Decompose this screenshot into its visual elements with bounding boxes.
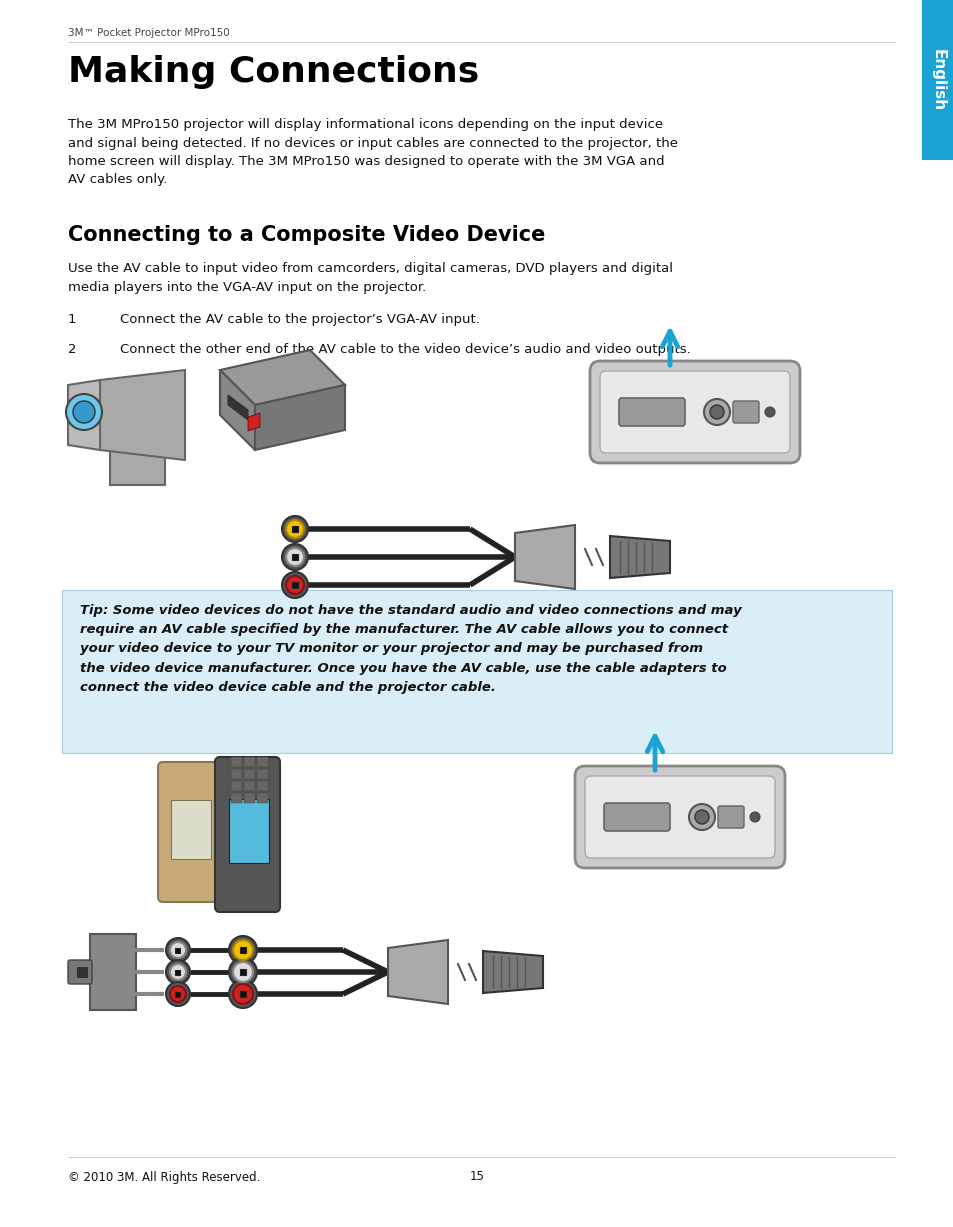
FancyBboxPatch shape xyxy=(62,590,891,753)
FancyBboxPatch shape xyxy=(256,757,268,767)
FancyBboxPatch shape xyxy=(589,361,800,463)
Text: The 3M MPro150 projector will display informational icons depending on the input: The 3M MPro150 projector will display in… xyxy=(68,118,678,187)
Circle shape xyxy=(170,942,186,958)
Polygon shape xyxy=(68,380,100,450)
FancyBboxPatch shape xyxy=(214,757,280,912)
Circle shape xyxy=(282,544,308,571)
FancyBboxPatch shape xyxy=(90,934,136,1010)
Circle shape xyxy=(286,575,304,594)
Circle shape xyxy=(170,964,186,980)
Circle shape xyxy=(688,804,714,829)
Circle shape xyxy=(170,987,186,1002)
Circle shape xyxy=(286,548,304,566)
Bar xyxy=(240,991,246,998)
Bar xyxy=(240,969,246,975)
Circle shape xyxy=(166,960,190,984)
Circle shape xyxy=(749,812,760,822)
Bar xyxy=(175,947,180,952)
Bar xyxy=(175,969,180,974)
FancyBboxPatch shape xyxy=(584,775,774,858)
Polygon shape xyxy=(220,371,254,450)
FancyBboxPatch shape xyxy=(244,782,254,791)
Polygon shape xyxy=(110,448,165,485)
Polygon shape xyxy=(228,395,248,420)
Polygon shape xyxy=(248,413,260,431)
Text: 2: 2 xyxy=(68,344,76,356)
FancyBboxPatch shape xyxy=(256,782,268,791)
Circle shape xyxy=(166,982,190,1006)
Bar xyxy=(292,526,297,533)
Polygon shape xyxy=(609,536,669,578)
FancyBboxPatch shape xyxy=(244,793,254,802)
Polygon shape xyxy=(254,385,345,450)
FancyBboxPatch shape xyxy=(256,769,268,779)
Text: Connect the other end of the AV cable to the video device’s audio and video outp: Connect the other end of the AV cable to… xyxy=(120,344,690,356)
Polygon shape xyxy=(388,940,448,1004)
Circle shape xyxy=(282,572,308,598)
Text: 1: 1 xyxy=(68,313,76,326)
FancyBboxPatch shape xyxy=(68,960,91,984)
FancyBboxPatch shape xyxy=(256,793,268,802)
Bar xyxy=(175,991,180,996)
Text: Connecting to a Composite Video Device: Connecting to a Composite Video Device xyxy=(68,225,545,245)
Circle shape xyxy=(66,394,102,429)
Bar xyxy=(292,582,297,588)
Text: English: English xyxy=(929,49,944,112)
FancyBboxPatch shape xyxy=(231,757,242,767)
Text: Connect the AV cable to the projector’s VGA-AV input.: Connect the AV cable to the projector’s … xyxy=(120,313,479,326)
Polygon shape xyxy=(220,350,345,405)
FancyBboxPatch shape xyxy=(732,401,759,423)
Polygon shape xyxy=(482,951,542,993)
FancyBboxPatch shape xyxy=(575,766,784,867)
Polygon shape xyxy=(100,371,185,460)
FancyBboxPatch shape xyxy=(603,802,669,831)
FancyBboxPatch shape xyxy=(599,371,789,453)
Circle shape xyxy=(229,936,256,964)
Circle shape xyxy=(233,984,253,1004)
FancyBboxPatch shape xyxy=(231,782,242,791)
Text: 15: 15 xyxy=(469,1171,484,1184)
Text: Making Connections: Making Connections xyxy=(68,55,478,90)
Bar xyxy=(240,947,246,953)
Circle shape xyxy=(229,958,256,987)
Text: Tip: Some video devices do not have the standard audio and video connections and: Tip: Some video devices do not have the … xyxy=(80,604,741,693)
FancyBboxPatch shape xyxy=(618,398,684,426)
Circle shape xyxy=(166,937,190,962)
Text: Use the AV cable to input video from camcorders, digital cameras, DVD players an: Use the AV cable to input video from cam… xyxy=(68,263,672,293)
Polygon shape xyxy=(515,525,575,589)
Circle shape xyxy=(709,405,723,418)
Circle shape xyxy=(703,399,729,425)
FancyBboxPatch shape xyxy=(244,769,254,779)
Bar xyxy=(292,555,297,560)
FancyBboxPatch shape xyxy=(229,799,269,863)
Circle shape xyxy=(233,962,253,982)
Bar xyxy=(77,967,87,977)
Circle shape xyxy=(282,517,308,542)
Text: © 2010 3M. All Rights Reserved.: © 2010 3M. All Rights Reserved. xyxy=(68,1171,260,1184)
Circle shape xyxy=(286,520,304,537)
Circle shape xyxy=(764,407,774,417)
FancyBboxPatch shape xyxy=(231,793,242,802)
Circle shape xyxy=(73,401,95,423)
FancyBboxPatch shape xyxy=(231,769,242,779)
Bar xyxy=(921,0,953,160)
Circle shape xyxy=(695,810,708,825)
FancyBboxPatch shape xyxy=(718,806,743,828)
FancyBboxPatch shape xyxy=(244,757,254,767)
FancyBboxPatch shape xyxy=(171,800,211,859)
Circle shape xyxy=(233,940,253,960)
FancyBboxPatch shape xyxy=(158,762,223,902)
Circle shape xyxy=(229,980,256,1009)
Text: 3M™ Pocket Projector MPro150: 3M™ Pocket Projector MPro150 xyxy=(68,28,230,38)
